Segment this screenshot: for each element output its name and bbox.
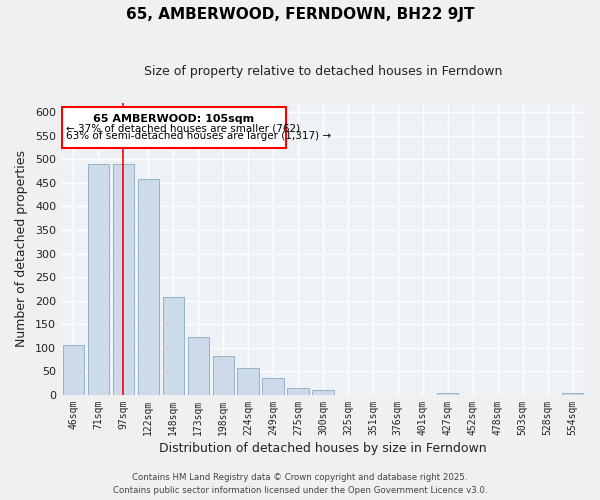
Bar <box>63 346 84 395</box>
X-axis label: Distribution of detached houses by size in Ferndown: Distribution of detached houses by size … <box>159 442 487 455</box>
Y-axis label: Number of detached properties: Number of detached properties <box>15 150 28 348</box>
Bar <box>238 368 259 395</box>
Text: 65 AMBERWOOD: 105sqm: 65 AMBERWOOD: 105sqm <box>93 114 254 124</box>
Bar <box>437 392 458 395</box>
Bar <box>562 392 583 395</box>
Bar <box>113 164 134 395</box>
Bar <box>62 106 286 148</box>
Bar <box>88 164 109 395</box>
Bar <box>287 388 308 395</box>
Text: 63% of semi-detached houses are larger (1,317) →: 63% of semi-detached houses are larger (… <box>66 131 331 141</box>
Bar <box>188 338 209 395</box>
Text: ← 37% of detached houses are smaller (762): ← 37% of detached houses are smaller (76… <box>66 123 300 133</box>
Title: Size of property relative to detached houses in Ferndown: Size of property relative to detached ho… <box>144 65 502 78</box>
Bar <box>137 179 159 395</box>
Bar <box>313 390 334 395</box>
Bar <box>262 378 284 395</box>
Text: Contains HM Land Registry data © Crown copyright and database right 2025.
Contai: Contains HM Land Registry data © Crown c… <box>113 474 487 495</box>
Bar <box>212 356 234 395</box>
Text: 65, AMBERWOOD, FERNDOWN, BH22 9JT: 65, AMBERWOOD, FERNDOWN, BH22 9JT <box>126 8 474 22</box>
Bar <box>163 297 184 395</box>
